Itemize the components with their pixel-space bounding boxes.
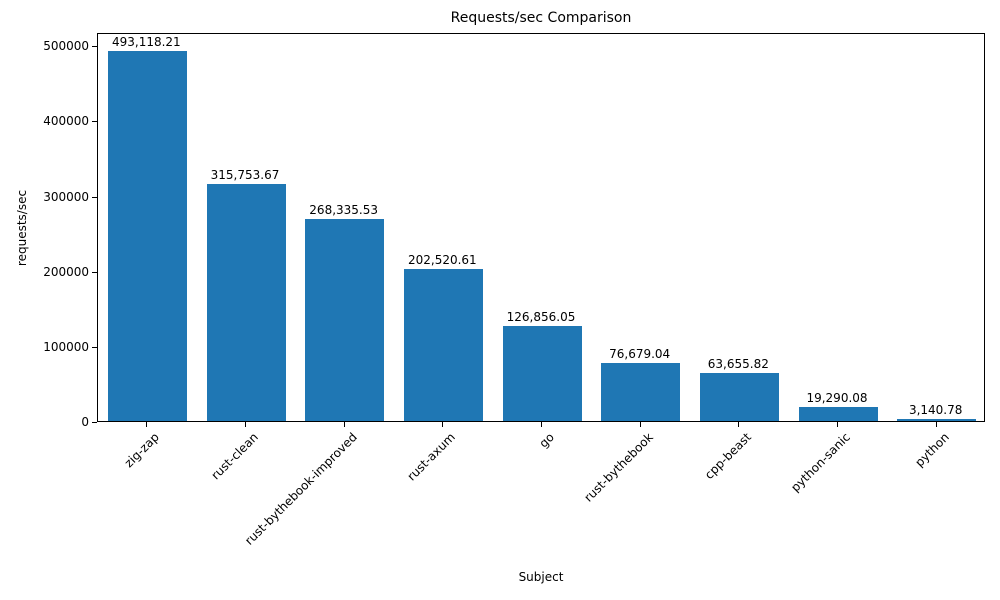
bar-value-label: 3,140.78 — [908, 402, 963, 417]
bar-value-label: 19,290.08 — [806, 390, 868, 405]
bar — [206, 183, 286, 421]
y-tick-mark — [92, 46, 97, 47]
bar — [502, 325, 582, 421]
x-tick-mark — [442, 422, 443, 427]
bar-value-label: 63,655.82 — [707, 357, 769, 372]
y-tick-mark — [92, 272, 97, 273]
y-tick-mark — [92, 422, 97, 423]
bar — [798, 406, 878, 421]
chart-title: Requests/sec Comparison — [450, 10, 632, 26]
bar — [107, 50, 187, 421]
bar — [601, 363, 681, 421]
bar — [897, 418, 977, 421]
y-axis-label: requests/sec — [15, 189, 29, 267]
x-tick-mark — [245, 422, 246, 427]
bar-value-label: 315,753.67 — [210, 167, 280, 182]
x-tick-mark — [344, 422, 345, 427]
x-tick-mark — [146, 422, 147, 427]
bar — [699, 373, 779, 421]
y-tick-mark — [92, 197, 97, 198]
y-tick-label: 400000 — [43, 114, 89, 129]
x-tick-mark — [541, 422, 542, 427]
y-tick-mark — [92, 347, 97, 348]
bar-value-label: 76,679.04 — [609, 347, 671, 362]
bar-value-label: 202,520.61 — [407, 252, 477, 267]
x-tick-mark — [936, 422, 937, 427]
bar-value-label: 493,118.21 — [111, 34, 181, 49]
bar — [305, 219, 385, 421]
y-tick-label: 500000 — [43, 39, 89, 54]
plot-area — [97, 33, 985, 422]
bar — [403, 268, 483, 421]
y-tick-label: 300000 — [43, 189, 89, 204]
y-tick-label: 100000 — [43, 339, 89, 354]
bar-value-label: 126,856.05 — [506, 309, 576, 324]
x-axis-label: Subject — [518, 570, 564, 584]
bar-value-label: 268,335.53 — [309, 203, 379, 218]
x-tick-mark — [837, 422, 838, 427]
x-tick-mark — [738, 422, 739, 427]
x-tick-mark — [640, 422, 641, 427]
y-tick-label: 200000 — [43, 264, 89, 279]
y-tick-label: 0 — [81, 415, 89, 429]
y-tick-mark — [92, 121, 97, 122]
